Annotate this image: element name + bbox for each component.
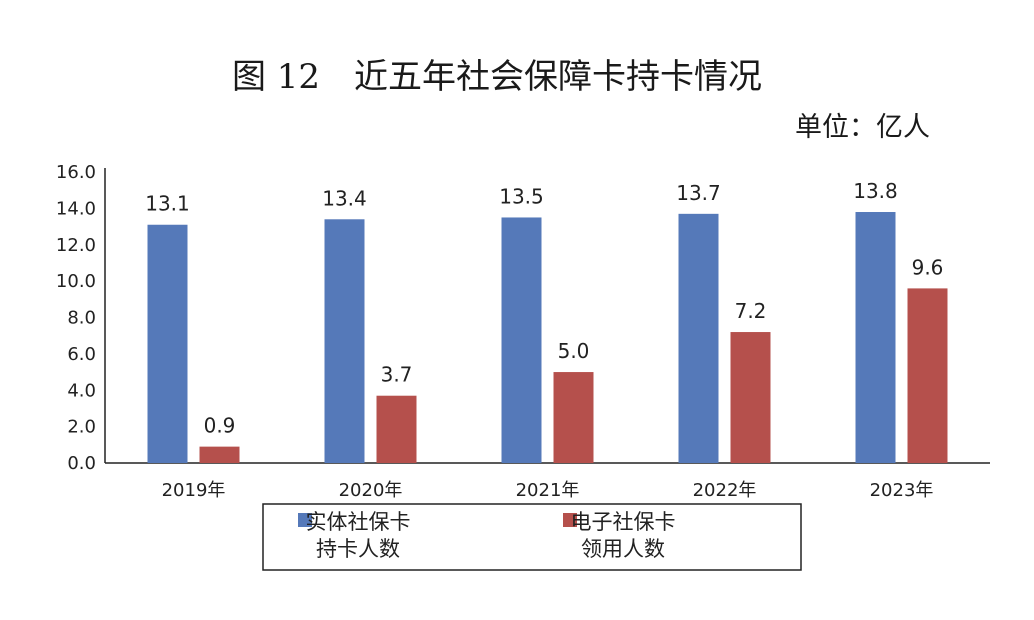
legend-label: 实体社保卡 xyxy=(306,510,411,534)
data-label: 13.4 xyxy=(322,186,367,210)
unit-label: 单位：亿人 xyxy=(795,112,930,143)
y-tick-label: 10.0 xyxy=(56,271,96,292)
legend-swatch-1 xyxy=(563,513,577,527)
data-label: 13.7 xyxy=(676,181,721,205)
data-label: 3.7 xyxy=(381,363,413,387)
bar-electronic-2 xyxy=(553,372,594,463)
legend-label: 领用人数 xyxy=(581,537,665,561)
y-tick-label: 2.0 xyxy=(67,417,96,438)
x-tick-label: 2019年 xyxy=(162,480,226,501)
data-label: 0.9 xyxy=(204,414,236,438)
legend-swatch-0 xyxy=(298,513,312,527)
bar-physical-2 xyxy=(501,217,542,463)
y-tick-label: 16.0 xyxy=(56,162,96,183)
legend-label: 持卡人数 xyxy=(316,537,400,561)
data-label: 9.6 xyxy=(912,255,944,279)
y-tick-label: 6.0 xyxy=(67,344,96,365)
x-tick-label: 2022年 xyxy=(693,480,757,501)
y-tick-label: 4.0 xyxy=(67,380,96,401)
x-tick-label: 2020年 xyxy=(339,480,403,501)
legend-label: 电子社保卡 xyxy=(571,510,676,534)
bar-electronic-1 xyxy=(376,395,417,463)
x-tick-label: 2023年 xyxy=(870,480,934,501)
data-label: 13.5 xyxy=(499,184,544,208)
y-tick-label: 0.0 xyxy=(67,453,96,474)
bar-physical-3 xyxy=(678,213,719,463)
bar-electronic-0 xyxy=(199,446,240,463)
legend-box xyxy=(262,503,802,571)
data-label: 13.1 xyxy=(145,192,190,216)
plot-area: 0.0 2.0 4.0 6.0 8.0 10.0 12.0 14.0 16.0 13.1 0.9 20… xyxy=(56,162,990,501)
bar-physical-1 xyxy=(324,219,365,463)
y-tick-label: 8.0 xyxy=(67,308,96,329)
bar-electronic-3 xyxy=(730,332,771,463)
data-label: 5.0 xyxy=(558,339,590,363)
x-tick-label: 2021年 xyxy=(516,480,580,501)
data-label: 13.8 xyxy=(853,179,898,203)
y-tick-label: 12.0 xyxy=(56,235,96,256)
data-label: 7.2 xyxy=(735,299,767,323)
bar-physical-4 xyxy=(855,212,896,463)
chart-title: 图 12 近五年社会保障卡持卡情况 xyxy=(232,57,762,97)
y-tick-label: 14.0 xyxy=(56,198,96,219)
bar-electronic-4 xyxy=(907,288,948,463)
bar-physical-0 xyxy=(147,224,188,463)
